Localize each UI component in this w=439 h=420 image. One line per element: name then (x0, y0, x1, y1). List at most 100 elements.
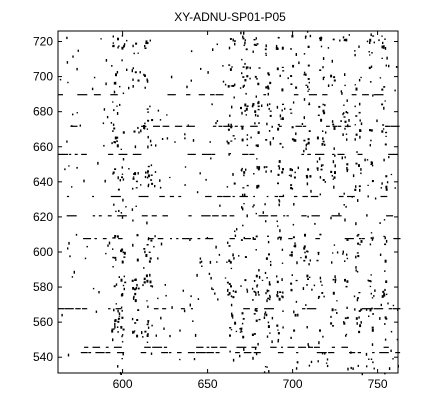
data-point (308, 103, 311, 106)
data-point (382, 290, 385, 293)
data-point (330, 216, 332, 220)
data-point (291, 138, 294, 141)
data-point (102, 122, 105, 125)
data-point (346, 316, 349, 319)
data-point (317, 252, 320, 256)
data-point (284, 107, 286, 110)
data-point (141, 331, 143, 335)
data-point (112, 173, 114, 175)
data-point (276, 105, 279, 109)
data-point (267, 92, 269, 96)
data-point (146, 108, 149, 110)
data-point (354, 124, 356, 126)
data-point (306, 250, 309, 253)
data-point (159, 179, 161, 182)
data-point (353, 295, 356, 298)
data-point (282, 295, 284, 299)
data-point (264, 203, 266, 206)
data-point (244, 39, 246, 42)
horizontal-streak (141, 125, 147, 127)
data-point (308, 263, 310, 266)
data-point (267, 73, 270, 76)
data-point (369, 129, 371, 132)
horizontal-streak (66, 215, 77, 217)
data-point (341, 156, 343, 160)
data-point (229, 114, 231, 117)
data-point (356, 235, 359, 237)
horizontal-streak (66, 195, 70, 198)
data-point (293, 310, 295, 314)
data-point (333, 76, 336, 79)
data-point (133, 330, 136, 332)
data-point (354, 50, 356, 52)
data-point (119, 179, 121, 182)
data-point (333, 147, 335, 150)
data-point (271, 340, 273, 344)
data-point (144, 122, 146, 125)
data-point (147, 170, 149, 172)
data-point (320, 280, 322, 283)
data-point (76, 67, 78, 71)
data-point (385, 175, 388, 178)
data-point (268, 107, 270, 110)
data-point (297, 361, 299, 364)
data-point (252, 104, 254, 108)
data-point (372, 313, 374, 315)
data-point (151, 182, 154, 185)
data-point (358, 45, 360, 48)
data-point (192, 139, 195, 142)
data-point (266, 289, 269, 293)
data-point (358, 164, 360, 167)
data-point (305, 144, 307, 147)
data-point (228, 259, 231, 262)
data-point (246, 138, 248, 141)
data-point (308, 345, 310, 348)
data-point (369, 285, 372, 288)
data-point (320, 164, 323, 167)
data-point (279, 74, 281, 77)
data-point (145, 254, 148, 257)
data-point (226, 261, 228, 263)
data-point (371, 52, 373, 54)
data-point (76, 112, 78, 114)
horizontal-streak (83, 238, 91, 240)
data-point (282, 70, 285, 72)
data-point (211, 287, 213, 290)
data-point (342, 113, 344, 116)
data-point (246, 105, 249, 107)
plot-frame (57, 30, 399, 374)
data-point (322, 109, 325, 113)
data-point (72, 113, 74, 116)
data-point (240, 285, 242, 287)
data-point (189, 238, 191, 241)
data-point (344, 84, 346, 87)
data-point (291, 187, 294, 190)
data-point (115, 136, 118, 139)
data-point (255, 352, 258, 356)
data-point (317, 360, 319, 363)
data-point (255, 319, 258, 322)
data-point (345, 38, 348, 42)
data-point (330, 315, 332, 318)
data-point (118, 45, 120, 47)
data-point (227, 241, 229, 244)
data-point (217, 298, 219, 301)
data-point (317, 297, 320, 299)
data-point (333, 79, 336, 82)
data-point (210, 276, 212, 280)
data-point (295, 132, 297, 136)
data-point (113, 203, 115, 206)
data-point (242, 224, 244, 227)
data-point (197, 298, 200, 300)
horizontal-streak (176, 238, 179, 240)
data-point (276, 275, 278, 278)
data-point (352, 174, 355, 178)
data-point (240, 31, 242, 35)
data-point (306, 284, 308, 286)
horizontal-streak (307, 153, 311, 155)
data-point (132, 287, 135, 290)
data-point (232, 84, 235, 87)
data-point (357, 199, 359, 202)
data-point (379, 77, 382, 79)
data-point (105, 82, 107, 86)
